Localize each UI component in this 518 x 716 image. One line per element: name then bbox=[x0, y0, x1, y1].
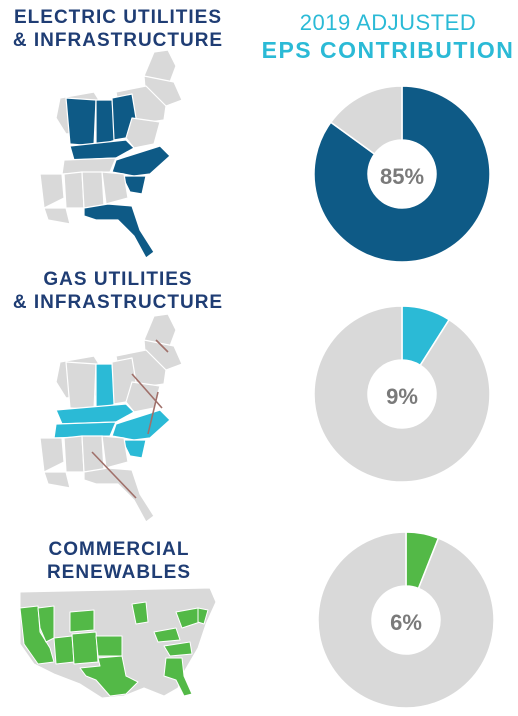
electric-donut-slices bbox=[313, 85, 491, 263]
header-title: EPS CONTRIBUTION bbox=[261, 37, 515, 63]
eps-contribution-header: 2019 ADJUSTED EPS CONTRIBUTION bbox=[258, 10, 518, 64]
gas-title-line1: GAS UTILITIES bbox=[43, 269, 193, 290]
electric-segment-title: ELECTRIC UTILITIES & INFRASTRUCTURE bbox=[0, 6, 236, 52]
electric-title-line2: & INFRASTRUCTURE bbox=[12, 30, 224, 51]
renewables-remainder-slice bbox=[317, 531, 495, 709]
gas-title-line2: & INFRASTRUCTURE bbox=[12, 292, 224, 313]
electric-share-label: 85% bbox=[380, 164, 424, 189]
renewables-donut-slices bbox=[317, 531, 495, 709]
gas-pipeline-lines bbox=[91, 339, 169, 499]
renewables-share-label: 6% bbox=[390, 610, 422, 635]
gas-service-territory-map-icon bbox=[39, 313, 183, 523]
gas-segment-title: GAS UTILITIES & INFRASTRUCTURE bbox=[0, 268, 236, 314]
renewables-eps-donut: 6% bbox=[317, 531, 495, 709]
electric-share-slice bbox=[313, 85, 491, 263]
electric-service-territory-map-icon bbox=[39, 49, 183, 259]
renewables-segment-title: COMMERCIAL RENEWABLES bbox=[2, 538, 236, 584]
renewables-title-line2: RENEWABLES bbox=[46, 562, 192, 583]
gas-donut-slices bbox=[313, 305, 491, 483]
renewables-us-map-icon bbox=[19, 588, 217, 699]
gas-remainder-slice bbox=[313, 305, 491, 483]
electric-remainder-slice bbox=[329, 85, 403, 156]
gas-share-label: 9% bbox=[386, 384, 418, 409]
header-year-label: 2019 ADJUSTED bbox=[299, 10, 477, 35]
renewables-title-line1: COMMERCIAL bbox=[48, 539, 190, 560]
electric-title-line1: ELECTRIC UTILITIES bbox=[14, 7, 222, 28]
electric-eps-donut: 85% bbox=[313, 85, 491, 263]
gas-eps-donut: 9% bbox=[313, 305, 491, 483]
